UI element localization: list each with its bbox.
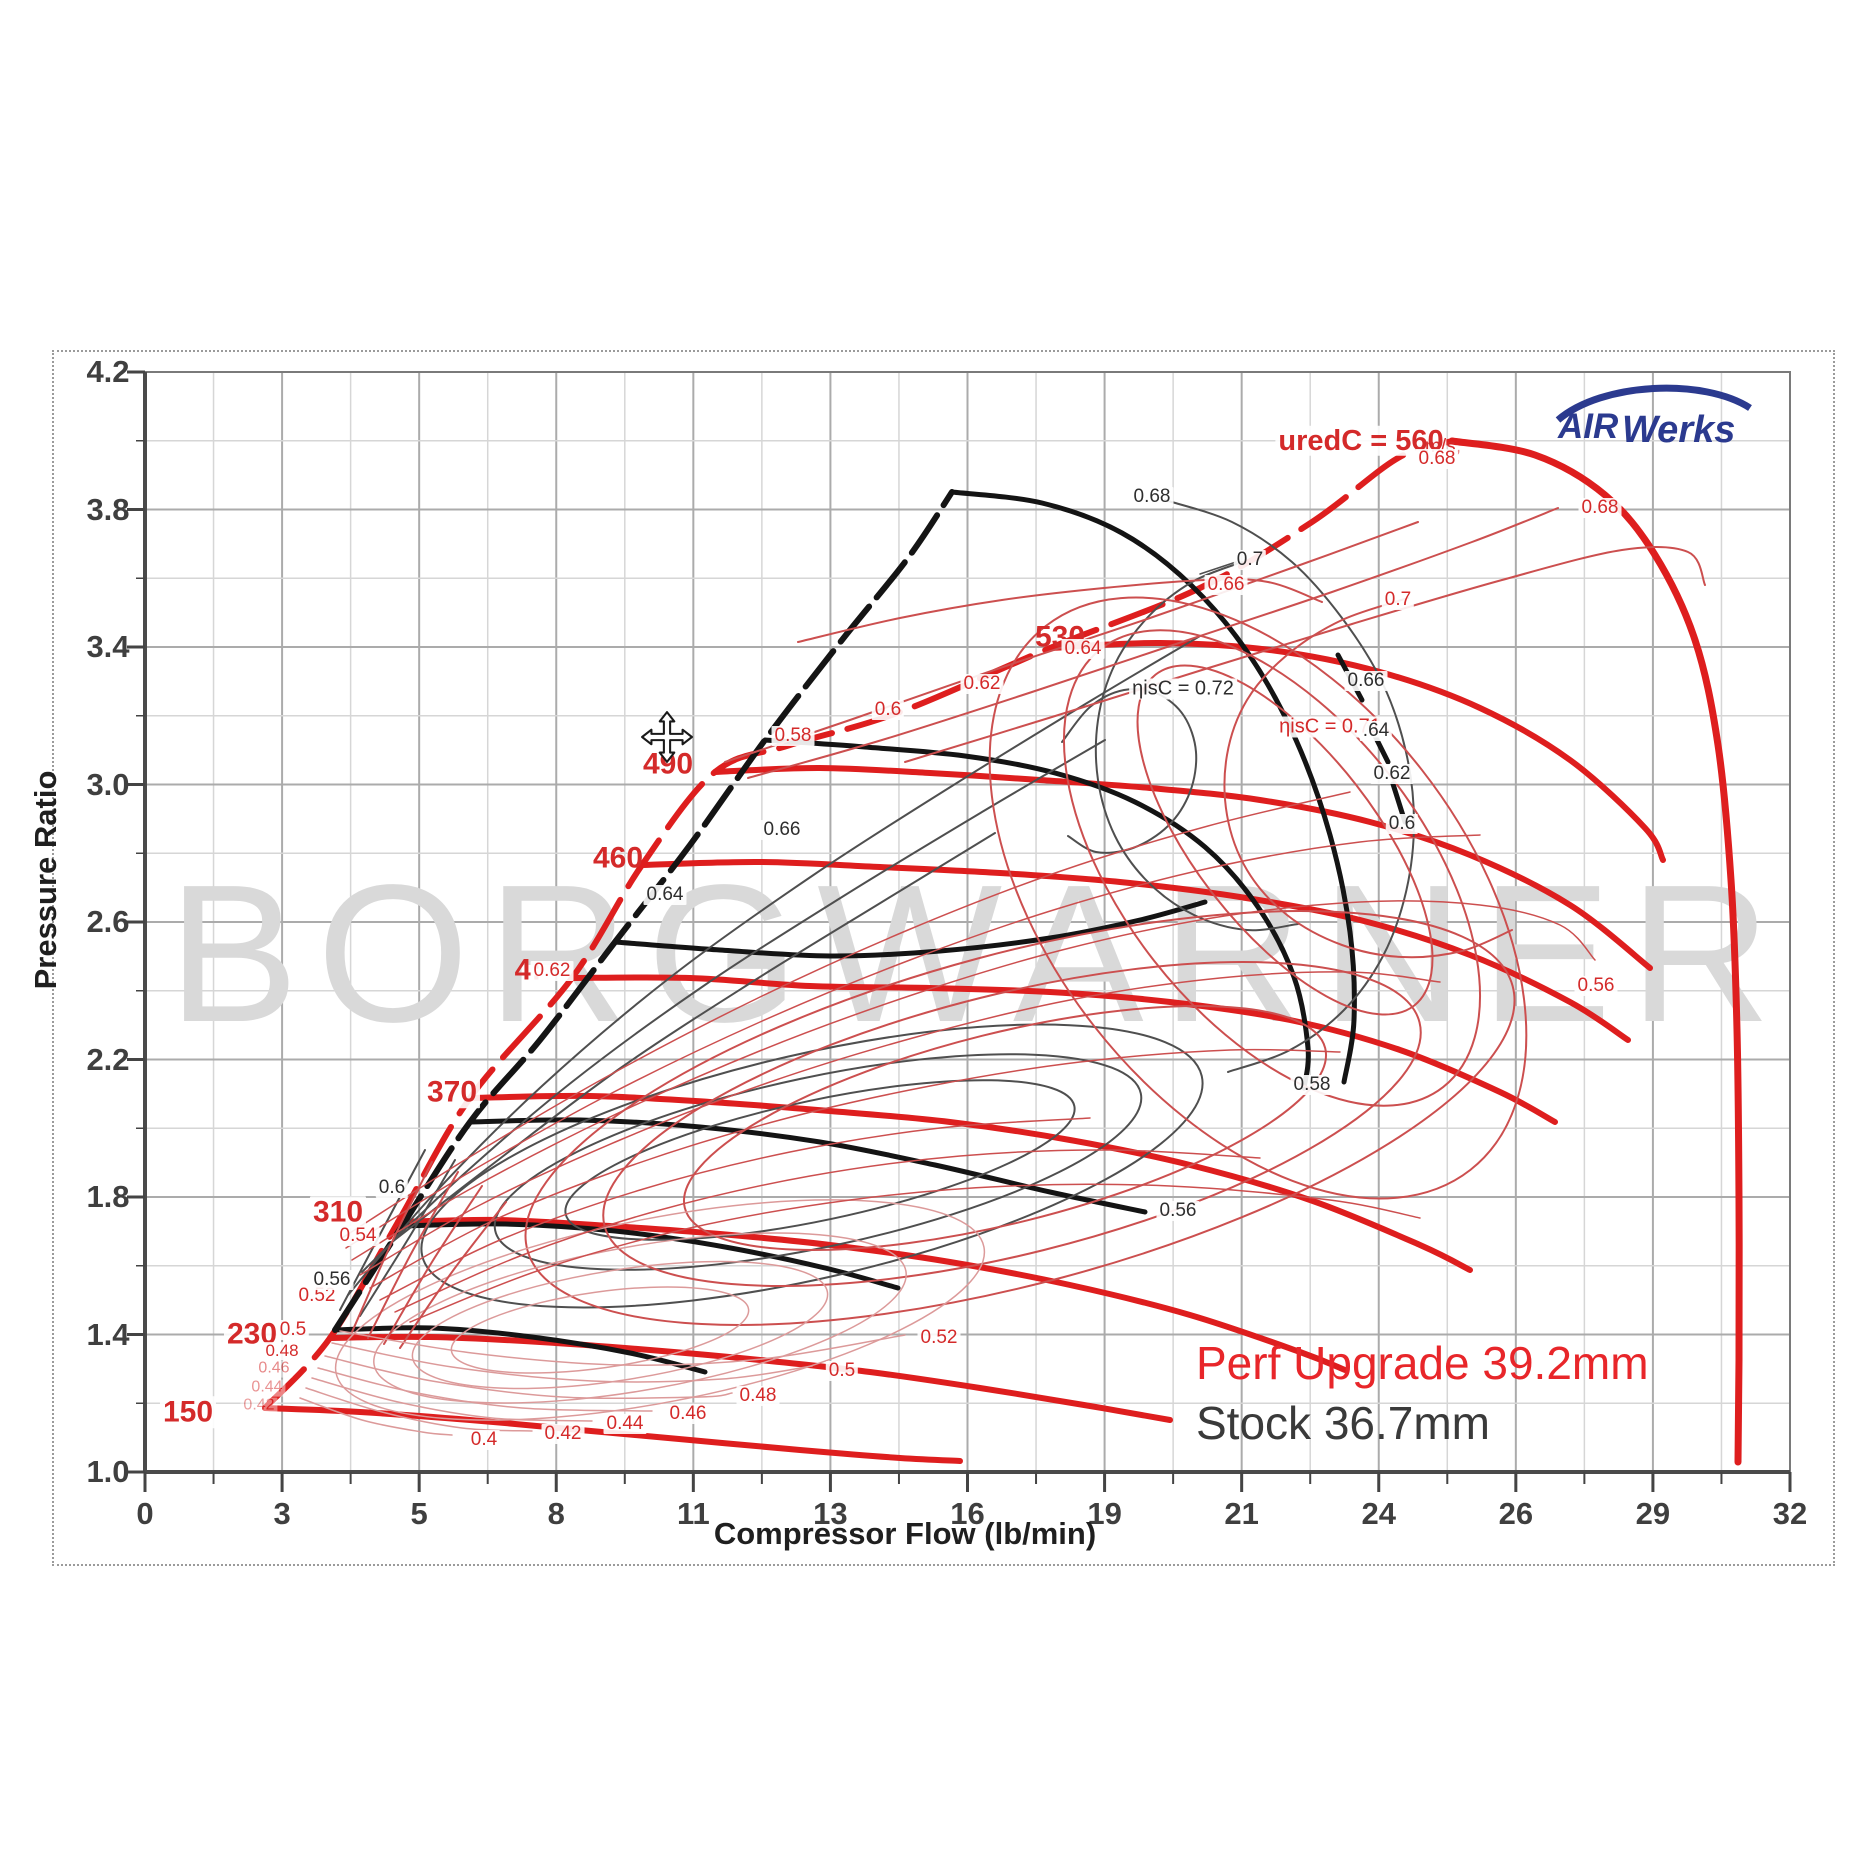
- black-speed-line-top: [949, 489, 1357, 1085]
- red-eff-mid-3: [409, 1183, 1421, 1323]
- y-axis-title: Pressure Ratio: [28, 770, 63, 990]
- red-speed-line-310: [395, 1216, 1348, 1373]
- red-eff-upper-2: [747, 507, 1559, 779]
- airwerks-logo-air: AIR: [1557, 407, 1619, 446]
- red-eff-mid-2: [394, 1149, 1261, 1313]
- black-speed-line-4: [467, 1117, 1148, 1215]
- black-speed-line-6: [332, 1325, 708, 1375]
- red-eff-mid-4: [369, 1048, 1341, 1289]
- red-speed-line-490: [712, 764, 1653, 971]
- red-eff-big-island-1: [682, 1005, 1328, 1251]
- red-eff-nest-2: [411, 1260, 829, 1390]
- black-eff-leader-07: [1199, 561, 1237, 575]
- black-choke-dash-c: [1390, 781, 1408, 825]
- legend-perf-upgrade: Perf Upgrade 39.2mm: [1196, 1337, 1649, 1389]
- red-eff-left-4: [399, 1201, 507, 1349]
- red-eff-island-3: [988, 596, 1528, 1200]
- red-speed-line-560-choke: [1448, 437, 1743, 1466]
- red-eff-066: [797, 578, 1323, 643]
- red-eff-044: [311, 1377, 593, 1422]
- x-axis-title: Compressor Flow (lb/min): [713, 1516, 1097, 1551]
- red-eff-046: [317, 1367, 653, 1412]
- red-surge-line: [262, 438, 1455, 1411]
- red-eff-island-1: [1136, 664, 1434, 1016]
- borgwarner-watermark: BORGWARNER: [168, 844, 1790, 1063]
- red-eff-070-hairpin: [1223, 597, 1513, 959]
- black-surge-line: [332, 489, 955, 1333]
- black-eff-left-2: [359, 1159, 456, 1317]
- red-eff-big-island-3: [524, 910, 1516, 1326]
- black-eff-left-1: [339, 1149, 426, 1311]
- airwerks-logo-swoosh-icon: [1555, 384, 1752, 423]
- red-eff-mid-1: [379, 1117, 1091, 1301]
- black-eff-070: [1094, 561, 1299, 932]
- black-eff-island-2: [493, 1053, 1143, 1271]
- red-eff-big-island-2: [602, 961, 1422, 1287]
- move-cursor-icon: [640, 710, 694, 769]
- red-eff-upper-3: [904, 545, 1706, 763]
- red-eff-mid-5: [359, 971, 1441, 1276]
- red-eff-048: [324, 1355, 733, 1400]
- red-eff-nest-3: [373, 1232, 907, 1404]
- legend-stock: Stock 36.7mm: [1196, 1397, 1490, 1449]
- black-eff-fan-3: [391, 832, 996, 1243]
- black-eff-island-3: [420, 1023, 1204, 1309]
- red-eff-left-1: [351, 1161, 433, 1333]
- figure-dotted-border: [52, 350, 1835, 1566]
- red-eff-left-3: [383, 1185, 483, 1345]
- black-eff-fan-1: [347, 635, 1201, 1296]
- red-eff-040: [299, 1397, 453, 1436]
- red-speed-line-230: [327, 1333, 1173, 1423]
- airwerks-logo-werks: Werks: [1622, 409, 1735, 451]
- airwerks-logo: AIR Werks: [1552, 378, 1762, 452]
- red-eff-042: [305, 1387, 533, 1432]
- red-eff-052: [339, 1330, 906, 1366]
- black-eff-068: [1164, 499, 1416, 1073]
- red-eff-left-2: [367, 1171, 459, 1339]
- black-speed-line-2: [762, 737, 1311, 1091]
- red-speed-line-150: [262, 1405, 963, 1464]
- red-eff-050: [331, 1342, 813, 1383]
- red-eff-mid-8: [341, 791, 1351, 1239]
- red-eff-mid-6: [351, 900, 1596, 1261]
- red-eff-mid-7: [345, 834, 1481, 1249]
- black-eff-fan-2: [361, 739, 1106, 1273]
- red-speed-line-530: [1047, 639, 1666, 863]
